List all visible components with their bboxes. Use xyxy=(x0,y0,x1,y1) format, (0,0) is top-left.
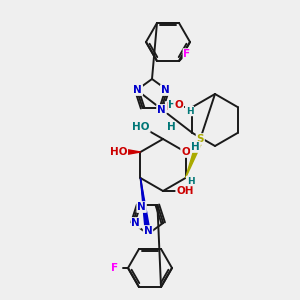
Text: H: H xyxy=(191,142,200,152)
Polygon shape xyxy=(127,149,140,154)
Polygon shape xyxy=(185,138,203,178)
Text: H: H xyxy=(168,100,177,110)
Text: O: O xyxy=(181,147,190,157)
Text: H: H xyxy=(186,106,193,116)
Text: N: N xyxy=(137,202,146,212)
Text: N: N xyxy=(161,85,170,95)
Text: O: O xyxy=(174,100,183,110)
Text: H: H xyxy=(167,122,176,132)
Text: H: H xyxy=(187,176,194,185)
Text: HO: HO xyxy=(132,122,150,132)
Text: S: S xyxy=(196,134,204,144)
Text: HO: HO xyxy=(166,102,183,112)
Polygon shape xyxy=(140,178,151,234)
Text: F: F xyxy=(111,263,118,273)
Text: N: N xyxy=(157,105,166,115)
Text: HO: HO xyxy=(110,147,127,157)
Text: N: N xyxy=(131,218,140,228)
Text: F: F xyxy=(183,49,190,59)
Text: OH: OH xyxy=(176,186,194,196)
Text: N: N xyxy=(144,226,152,236)
Text: N: N xyxy=(134,85,142,95)
